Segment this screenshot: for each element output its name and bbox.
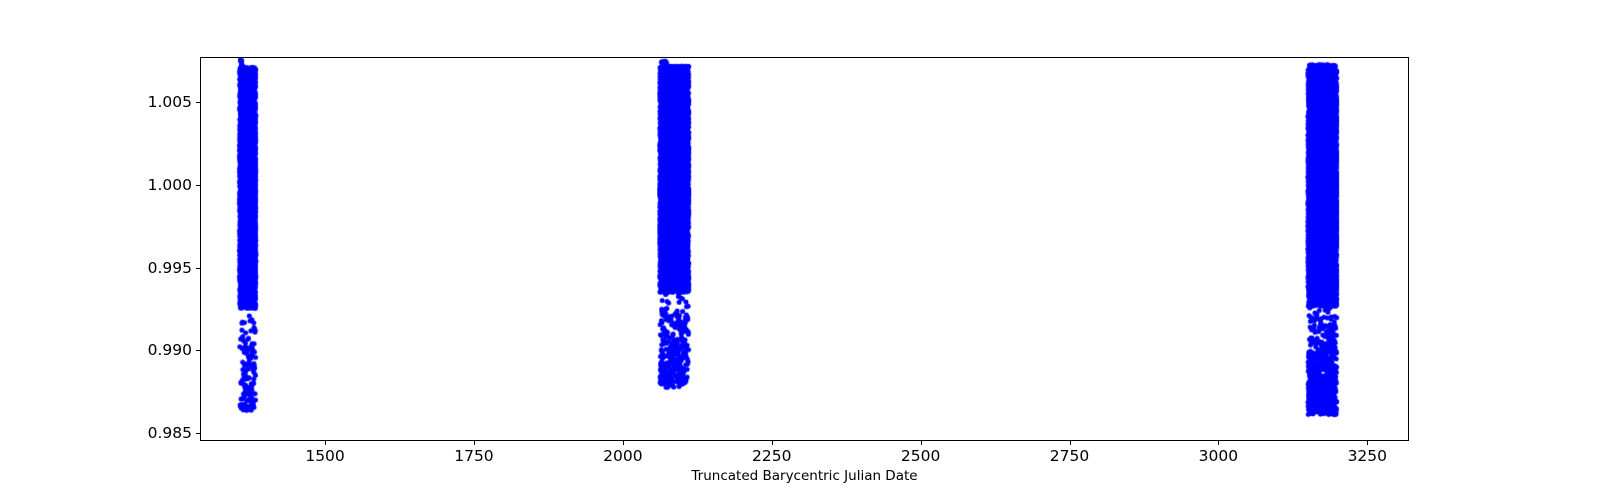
x-tick-label: 2750: [1049, 447, 1090, 465]
y-tick-label: 0.990: [147, 341, 192, 360]
x-tick-mark: [771, 441, 773, 445]
x-tick-label: 3000: [1198, 447, 1239, 465]
x-tick-mark: [1069, 441, 1071, 445]
y-tick-mark: [196, 267, 200, 269]
y-tick-label: 0.985: [147, 423, 192, 442]
y-tick-mark: [196, 185, 200, 186]
y-tick-mark: [196, 350, 200, 352]
x-tick-label: 3250: [1347, 447, 1388, 465]
x-tick-label: 2000: [603, 447, 643, 465]
y-tick-label: 1.000: [147, 176, 192, 194]
x-axis-label: Truncated Barycentric Julian Date: [691, 468, 918, 484]
x-tick-mark: [325, 441, 327, 445]
y-tick-label: 1.005: [147, 93, 192, 112]
x-tick-label: 2500: [900, 447, 941, 465]
y-tick-label: 0.995: [147, 258, 192, 277]
x-tick-mark: [1367, 441, 1369, 445]
plot-axes: [200, 57, 1409, 441]
x-tick-mark: [622, 441, 624, 445]
x-tick-label: 1750: [454, 447, 494, 465]
x-tick-mark: [473, 441, 475, 445]
scatter-plot-area[interactable]: [201, 58, 1408, 440]
x-tick-mark: [920, 441, 922, 445]
x-tick-label: 2250: [752, 447, 792, 465]
x-tick-label: 1500: [305, 447, 345, 465]
y-tick-mark: [196, 432, 200, 434]
y-tick-mark: [196, 102, 200, 104]
x-tick-mark: [1218, 441, 1220, 445]
